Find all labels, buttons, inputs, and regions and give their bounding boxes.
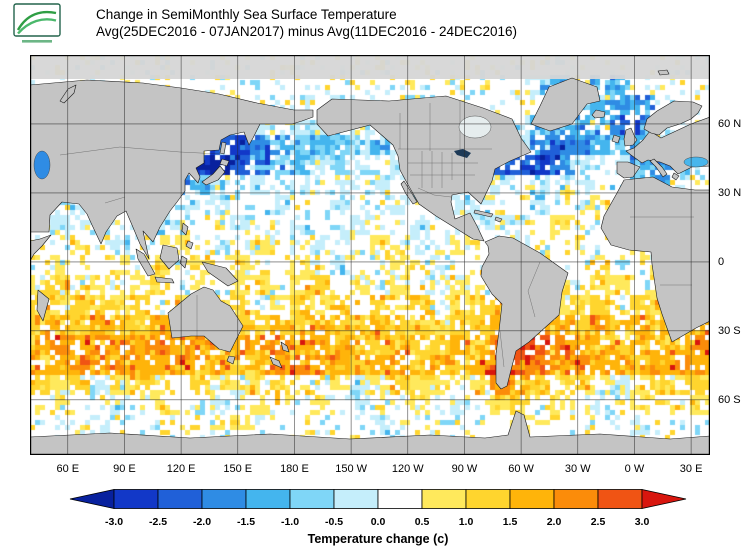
lon-label: 90 E	[113, 463, 136, 475]
land-uk	[623, 127, 638, 147]
land-hispaniola	[494, 216, 503, 223]
lon-label: 60 W	[508, 463, 534, 475]
lon-label: 150 W	[335, 463, 368, 475]
colorbar-tick: 1.5	[502, 516, 518, 528]
logo-wave-icon	[16, 10, 57, 31]
colorbar-tick: 2.5	[590, 516, 606, 528]
hudson-bay	[458, 115, 492, 139]
title-block: Change in SemiMonthly Sea Surface Temper…	[96, 6, 517, 40]
colorbar-svg	[69, 489, 687, 509]
land-cuba	[473, 209, 494, 218]
land-java	[154, 276, 175, 284]
colorbar-tick: -3.0	[104, 516, 124, 528]
lat-label: 0	[718, 255, 725, 268]
land-greenland	[530, 77, 601, 132]
colorbar-segment	[157, 489, 203, 509]
land-new-zealand	[269, 356, 283, 369]
lat-label: 30 N	[718, 186, 742, 199]
colorbar-segment	[465, 489, 511, 509]
lon-label: 180 E	[280, 463, 309, 475]
land-hokkaido	[219, 158, 230, 167]
colorbar-segment	[333, 489, 379, 509]
colorbar-segment	[245, 489, 291, 509]
colorbar-segment	[553, 489, 599, 509]
colorbar-segment	[421, 489, 467, 509]
colorbar-tick: -0.5	[324, 516, 344, 528]
land-philippines	[185, 240, 194, 250]
colorbar-segment	[201, 489, 247, 509]
lon-label: 60 E	[56, 463, 80, 475]
map-overlay	[30, 55, 710, 455]
lon-label: 120 E	[166, 463, 196, 475]
lon-label: 120 W	[391, 463, 424, 475]
land-australia	[167, 286, 244, 353]
land-svalbard	[657, 69, 670, 76]
lon-label: 150 E	[223, 463, 253, 475]
lat-label: 60 N	[718, 117, 742, 130]
land-madagascar	[36, 289, 50, 322]
colorbar-tick: 2.0	[546, 516, 562, 528]
land-new-guinea	[201, 261, 239, 287]
black-sea	[683, 156, 709, 168]
lon-label: 30 E	[679, 463, 703, 475]
land-scandinavia	[643, 100, 703, 136]
land-italy	[649, 158, 668, 178]
colorbar-tick: 3.0	[634, 516, 650, 528]
land-sakhalin	[219, 141, 227, 155]
logo-caption-mark	[22, 40, 52, 43]
land-sumatra	[135, 248, 156, 277]
land-antarctica	[30, 410, 710, 455]
land-east-africa	[30, 234, 52, 262]
land-iberia	[616, 161, 641, 179]
land-eurasia	[30, 79, 314, 260]
colorbar-segment	[509, 489, 555, 509]
land-new-zealand	[280, 341, 290, 353]
map-frame	[30, 55, 710, 455]
colorbar-segment	[69, 489, 115, 509]
colorbar-tick: -1.5	[236, 516, 256, 528]
land-ireland	[611, 134, 621, 144]
land-japan	[201, 165, 226, 186]
land-group	[30, 69, 710, 455]
colorbar-tick: -2.5	[148, 516, 168, 528]
lat-label: 30 S	[718, 324, 741, 337]
land-iceland	[591, 109, 606, 119]
land-africa	[600, 176, 710, 343]
land-tasmania	[226, 355, 236, 365]
colorbar-tick: 0.0	[370, 516, 386, 528]
land-greece	[671, 172, 680, 181]
colorbar-segment	[113, 489, 159, 509]
agency-logo	[13, 3, 61, 43]
colorbar: -3.0 -2.5 -2.0 -1.5 -1.0 -0.5 0.0 0.5 1.0 1.5 2.0 2…	[68, 489, 688, 546]
colorbar-segment	[597, 489, 643, 509]
grid-lines	[30, 55, 710, 455]
map	[30, 55, 710, 455]
colorbar-segment	[377, 489, 423, 509]
lat-label: 60 S	[718, 393, 741, 406]
colorbar-tick: -2.0	[192, 516, 212, 528]
logo-wave-icon	[17, 18, 57, 35]
land-south-america	[480, 235, 569, 390]
lon-label: 0 W	[624, 463, 645, 475]
colorbar-ticks: -3.0 -2.5 -2.0 -1.5 -1.0 -0.5 0.0 0.5 1.0 1.5 2.0 2…	[68, 514, 688, 528]
land-baja	[400, 180, 418, 205]
chart-subtitle: Avg(25DEC2016 - 07JAN2017) minus Avg(11D…	[96, 24, 517, 39]
political-borders	[59, 101, 694, 368]
land-borneo	[159, 244, 180, 270]
colorbar-tick: 1.0	[458, 516, 474, 528]
caspian-sea	[33, 150, 51, 180]
colorbar-tick: -1.0	[280, 516, 300, 528]
chart-title: Change in SemiMonthly Sea Surface Temper…	[96, 7, 397, 22]
great-lakes	[454, 149, 471, 158]
lon-label: 30 W	[564, 463, 591, 475]
land-philippines	[181, 222, 189, 236]
lon-label: 90 W	[451, 463, 478, 475]
arctic-ice	[30, 55, 710, 79]
colorbar-label: Temperature change (c)	[307, 532, 449, 546]
colorbar-segment	[641, 489, 687, 509]
water-details	[33, 115, 709, 180]
colorbar-segment	[289, 489, 335, 509]
colorbar-tick: 0.5	[414, 516, 430, 528]
